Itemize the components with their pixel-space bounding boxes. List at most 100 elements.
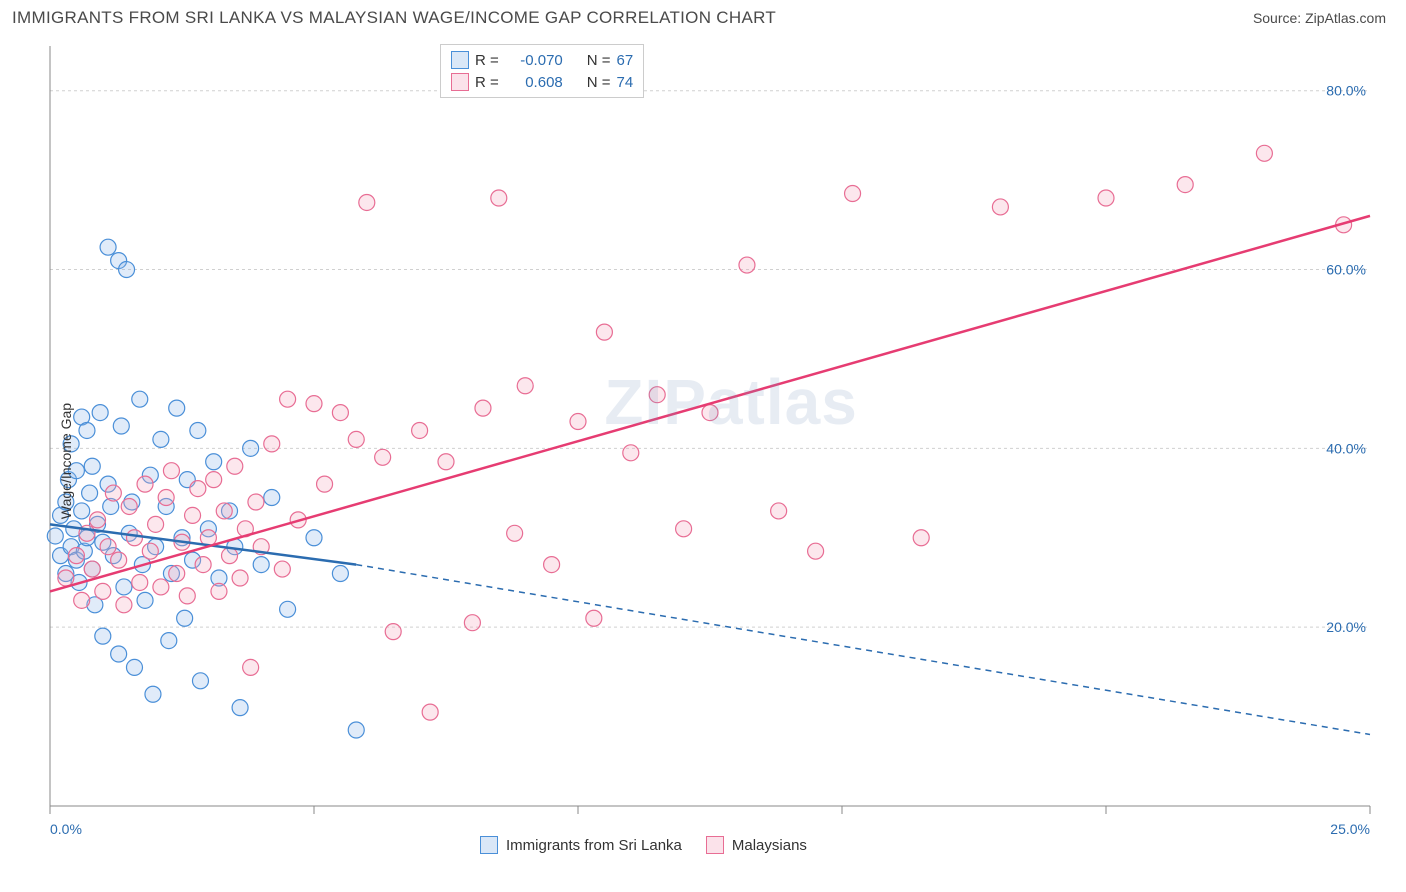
data-point-sri_lanka xyxy=(348,722,364,738)
data-point-sri_lanka xyxy=(264,490,280,506)
data-point-malaysians xyxy=(153,579,169,595)
data-point-sri_lanka xyxy=(119,262,135,278)
data-point-malaysians xyxy=(111,552,127,568)
data-point-malaysians xyxy=(148,516,164,532)
data-point-malaysians xyxy=(676,521,692,537)
y-tick-label: 40.0% xyxy=(1326,440,1366,456)
data-point-malaysians xyxy=(74,592,90,608)
data-point-malaysians xyxy=(596,324,612,340)
data-point-sri_lanka xyxy=(253,557,269,573)
data-point-malaysians xyxy=(586,610,602,626)
data-point-malaysians xyxy=(137,476,153,492)
r-value-malaysians: 0.608 xyxy=(505,74,563,91)
data-point-malaysians xyxy=(264,436,280,452)
data-point-sri_lanka xyxy=(116,579,132,595)
data-point-malaysians xyxy=(507,525,523,541)
data-point-malaysians xyxy=(1256,145,1272,161)
data-point-malaysians xyxy=(227,458,243,474)
x-tick-label: 25.0% xyxy=(1330,821,1370,837)
source-name: ZipAtlas.com xyxy=(1305,10,1386,26)
data-point-sri_lanka xyxy=(74,503,90,519)
data-point-malaysians xyxy=(317,476,333,492)
data-point-malaysians xyxy=(348,431,364,447)
n-value-sri_lanka: 67 xyxy=(617,52,634,69)
data-point-sri_lanka xyxy=(190,422,206,438)
data-point-malaysians xyxy=(332,405,348,421)
data-point-malaysians xyxy=(475,400,491,416)
legend-item-sri_lanka: Immigrants from Sri Lanka xyxy=(480,836,682,854)
y-tick-label: 60.0% xyxy=(1326,262,1366,278)
data-point-sri_lanka xyxy=(145,686,161,702)
data-point-malaysians xyxy=(95,583,111,599)
data-point-malaysians xyxy=(702,405,718,421)
data-point-malaysians xyxy=(243,659,259,675)
data-point-malaysians xyxy=(280,391,296,407)
source-prefix: Source: xyxy=(1253,10,1305,26)
x-tick-label: 0.0% xyxy=(50,821,82,837)
data-point-malaysians xyxy=(491,190,507,206)
data-point-malaysians xyxy=(232,570,248,586)
source-credit: Source: ZipAtlas.com xyxy=(1253,10,1386,26)
data-point-malaysians xyxy=(739,257,755,273)
data-point-malaysians xyxy=(105,485,121,501)
data-point-malaysians xyxy=(185,507,201,523)
r-value-sri_lanka: -0.070 xyxy=(505,52,563,69)
data-point-malaysians xyxy=(649,387,665,403)
data-point-sri_lanka xyxy=(137,592,153,608)
data-point-sri_lanka xyxy=(206,454,222,470)
data-point-sri_lanka xyxy=(332,566,348,582)
data-point-malaysians xyxy=(126,530,142,546)
data-point-sri_lanka xyxy=(280,601,296,617)
data-point-malaysians xyxy=(90,512,106,528)
data-point-malaysians xyxy=(84,561,100,577)
data-point-malaysians xyxy=(438,454,454,470)
data-point-malaysians xyxy=(195,557,211,573)
data-point-malaysians xyxy=(158,490,174,506)
legend-stat-row-sri_lanka: R = -0.070N = 67 xyxy=(451,49,633,71)
data-point-malaysians xyxy=(623,445,639,461)
scatter-chart: 20.0%40.0%60.0%80.0%0.0%25.0% xyxy=(0,36,1406,886)
data-point-malaysians xyxy=(116,597,132,613)
data-point-malaysians xyxy=(808,543,824,559)
data-point-malaysians xyxy=(216,503,232,519)
data-point-malaysians xyxy=(68,548,84,564)
data-point-malaysians xyxy=(211,583,227,599)
chart-title: IMMIGRANTS FROM SRI LANKA VS MALAYSIAN W… xyxy=(12,8,776,28)
data-point-malaysians xyxy=(206,472,222,488)
data-point-malaysians xyxy=(517,378,533,394)
data-point-sri_lanka xyxy=(84,458,100,474)
data-point-malaysians xyxy=(913,530,929,546)
data-point-malaysians xyxy=(544,557,560,573)
header-bar: IMMIGRANTS FROM SRI LANKA VS MALAYSIAN W… xyxy=(0,0,1406,36)
r-label: R = xyxy=(475,74,499,91)
data-point-sri_lanka xyxy=(243,440,259,456)
r-label: R = xyxy=(475,52,499,69)
legend-swatch-malaysians xyxy=(706,836,724,854)
legend-series: Immigrants from Sri Lanka Malaysians xyxy=(480,836,807,854)
data-point-malaysians xyxy=(385,624,401,640)
data-point-sri_lanka xyxy=(100,239,116,255)
data-point-sri_lanka xyxy=(95,628,111,644)
data-point-malaysians xyxy=(132,574,148,590)
data-point-sri_lanka xyxy=(192,673,208,689)
data-point-malaysians xyxy=(248,494,264,510)
y-tick-label: 20.0% xyxy=(1326,619,1366,635)
data-point-malaysians xyxy=(121,498,137,514)
data-point-malaysians xyxy=(1177,177,1193,193)
data-point-malaysians xyxy=(771,503,787,519)
data-point-sri_lanka xyxy=(177,610,193,626)
data-point-sri_lanka xyxy=(126,659,142,675)
data-point-sri_lanka xyxy=(132,391,148,407)
data-point-malaysians xyxy=(422,704,438,720)
data-point-malaysians xyxy=(222,548,238,564)
trend-line-dashed-sri_lanka xyxy=(356,565,1370,735)
data-point-sri_lanka xyxy=(79,422,95,438)
legend-swatch-malaysians xyxy=(451,73,469,91)
legend-label-sri_lanka: Immigrants from Sri Lanka xyxy=(506,837,682,854)
legend-label-malaysians: Malaysians xyxy=(732,837,807,854)
data-point-malaysians xyxy=(163,463,179,479)
legend-stats-box: R = -0.070N = 67R = 0.608N = 74 xyxy=(440,44,644,98)
data-point-sri_lanka xyxy=(113,418,129,434)
data-point-malaysians xyxy=(359,194,375,210)
n-value-malaysians: 74 xyxy=(617,74,634,91)
